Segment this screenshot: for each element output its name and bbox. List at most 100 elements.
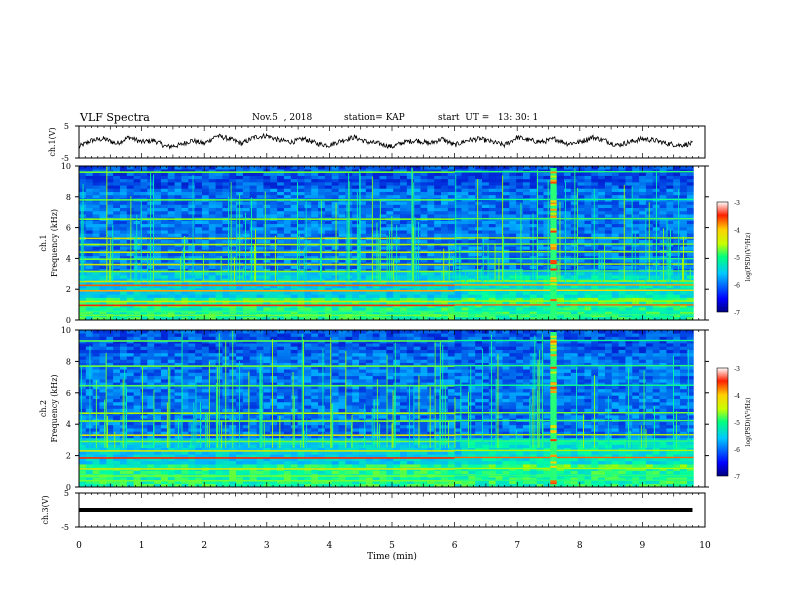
spectrogram-ch1-cell bbox=[495, 191, 503, 196]
spectrogram-ch1-cell bbox=[372, 210, 380, 215]
spectrogram-ch1-cell bbox=[495, 255, 503, 260]
spectrogram-ch1-cell bbox=[434, 207, 442, 212]
spectrogram-ch1-cell bbox=[338, 287, 346, 292]
spectrogram-ch1-cell bbox=[365, 226, 374, 231]
spectrogram-ch1-cell bbox=[400, 210, 408, 215]
spectrogram-ch1-cell bbox=[140, 169, 148, 173]
spectrogram-ch1-cell bbox=[119, 249, 128, 253]
spectrogram-ch1-cell bbox=[529, 307, 538, 311]
spectrogram-ch1-cell bbox=[639, 207, 647, 212]
spectrogram-ch1-cell bbox=[372, 291, 380, 295]
spectrogram-ch1-cell bbox=[256, 265, 264, 269]
spectrogram-ch1-cell bbox=[352, 230, 360, 234]
spectrogram-ch1-cell bbox=[475, 275, 483, 279]
spectrogram-ch1-cell bbox=[318, 182, 326, 186]
spectrogram-ch1-cell bbox=[427, 281, 435, 286]
spectrogram-ch1-cell bbox=[461, 291, 469, 295]
spectrogram-ch1-cell bbox=[229, 166, 237, 170]
spectrogram-ch1-cell bbox=[420, 201, 428, 205]
spectrogram-ch1-cell bbox=[625, 188, 633, 192]
spectrogram-ch1-cell bbox=[604, 278, 613, 282]
spectrogram-ch1-cell bbox=[666, 191, 674, 196]
spectrogram-ch2-cell bbox=[140, 343, 148, 347]
spectrogram-ch1-cell bbox=[283, 297, 292, 302]
spectrogram-ch1-cell bbox=[331, 291, 339, 295]
spectrogram-ch1-cell bbox=[126, 284, 135, 289]
spectrogram-ch1-cell bbox=[229, 207, 237, 212]
spectrogram-ch1-cell bbox=[208, 175, 217, 180]
spectrogram-ch2-cell bbox=[126, 392, 135, 396]
spectrogram-ch1-cell bbox=[297, 307, 305, 311]
spectrogram-ch1-cell bbox=[625, 201, 633, 205]
spectrogram-ch1-cell bbox=[577, 230, 585, 234]
spectrogram-ch1-cell bbox=[372, 191, 380, 196]
spectrogram-ch1-cell bbox=[242, 233, 251, 237]
spectrogram-ch1-cell bbox=[133, 172, 141, 176]
spectrogram-ch1-cell bbox=[242, 265, 251, 269]
spectrogram-ch1-cell bbox=[365, 255, 374, 260]
spectrogram-ch1-cell bbox=[502, 182, 510, 186]
spectrogram-ch1-cell bbox=[324, 259, 333, 263]
spectrogram-ch1-cell bbox=[201, 166, 210, 170]
spectrogram-ch2-cell bbox=[85, 441, 94, 445]
spectrogram-ch2-cell bbox=[106, 352, 114, 357]
spectrogram-ch1-cell bbox=[154, 188, 162, 192]
spectrogram-ch1-cell bbox=[577, 259, 585, 263]
spectrogram-ch1-cell bbox=[256, 307, 264, 311]
spectrogram-ch1-streak bbox=[678, 188, 680, 282]
spectrogram-ch1-streak bbox=[601, 256, 603, 282]
spectrogram-ch1-cell bbox=[359, 233, 367, 237]
spectrogram-ch1-cell bbox=[441, 281, 449, 286]
spectrogram-ch1-cell bbox=[297, 191, 305, 196]
spectrogram-ch2-cell bbox=[140, 369, 148, 373]
spectrogram-ch1-cell bbox=[434, 265, 442, 269]
spectrogram-ch1-cell bbox=[352, 287, 360, 292]
spectrogram-ch1-cell bbox=[201, 172, 210, 176]
spectrogram-ch1-cell bbox=[352, 226, 360, 231]
spectrogram-ch1-cell bbox=[283, 178, 292, 183]
spectrogram-ch1-cell bbox=[666, 230, 674, 234]
spectrogram-ch1-cell bbox=[488, 223, 497, 228]
spectrogram-ch1-cell bbox=[365, 278, 374, 282]
spectrogram-ch1-cell bbox=[201, 230, 210, 234]
spectrogram-ch1-cell bbox=[618, 310, 626, 314]
spectrogram-ch1-streak bbox=[448, 269, 450, 282]
spectrogram-ch1-cell bbox=[106, 233, 114, 237]
spectrogram-ch1-streak bbox=[147, 254, 148, 282]
spectrogram-ch2-cell bbox=[126, 464, 135, 468]
spectrogram-ch1-cell bbox=[154, 230, 162, 234]
spectrogram-ch1-cell bbox=[263, 175, 271, 180]
spectrogram-ch1-cell bbox=[686, 316, 695, 321]
spectrogram-ch1-cell bbox=[584, 178, 592, 183]
spectrogram-ch1-cell bbox=[167, 185, 176, 189]
spectrogram-ch1-cell bbox=[208, 210, 217, 215]
spectrogram-ch1-cell bbox=[181, 268, 189, 273]
spectrogram-ch1-cell bbox=[680, 194, 688, 199]
spectrogram-ch1-cell bbox=[359, 214, 367, 218]
spectrogram-ch1-cell bbox=[167, 300, 176, 305]
spectrogram-ch1-cell bbox=[85, 271, 94, 276]
chart-title: VLF Spectra bbox=[80, 111, 150, 124]
spectrogram-ch1-cell bbox=[263, 223, 271, 228]
spectrogram-ch1-cell bbox=[290, 220, 298, 225]
spectrogram-ch1-cell bbox=[475, 226, 483, 231]
spectrogram-ch1-cell bbox=[147, 300, 155, 305]
spectrogram-ch1-cell bbox=[645, 291, 654, 295]
spectrogram-ch1-cell bbox=[434, 191, 442, 196]
spectrogram-ch1-cell bbox=[447, 239, 456, 244]
spectrogram-ch1-cell bbox=[222, 226, 230, 231]
spectrogram-ch1-cell bbox=[652, 303, 660, 308]
spectrogram-ch1-cell bbox=[536, 220, 544, 225]
spectrogram-ch1-cell bbox=[557, 252, 565, 257]
spectrogram-ch1-cell bbox=[297, 188, 305, 192]
spectrogram-ch1-cell bbox=[591, 182, 599, 186]
spectrogram-ch2-cell bbox=[79, 346, 87, 350]
spectrogram-ch1-cell bbox=[195, 230, 203, 234]
spectrogram-ch1-cell bbox=[126, 166, 135, 170]
spectrogram-ch1-cell bbox=[495, 310, 503, 314]
spectrogram-ch2-cell bbox=[140, 408, 148, 413]
spectrogram-ch1-line bbox=[454, 280, 694, 282]
spectrogram-ch1-cell bbox=[673, 275, 681, 279]
spectrogram-ch1-cell bbox=[126, 307, 135, 311]
spectrogram-ch1-cell bbox=[133, 284, 141, 289]
